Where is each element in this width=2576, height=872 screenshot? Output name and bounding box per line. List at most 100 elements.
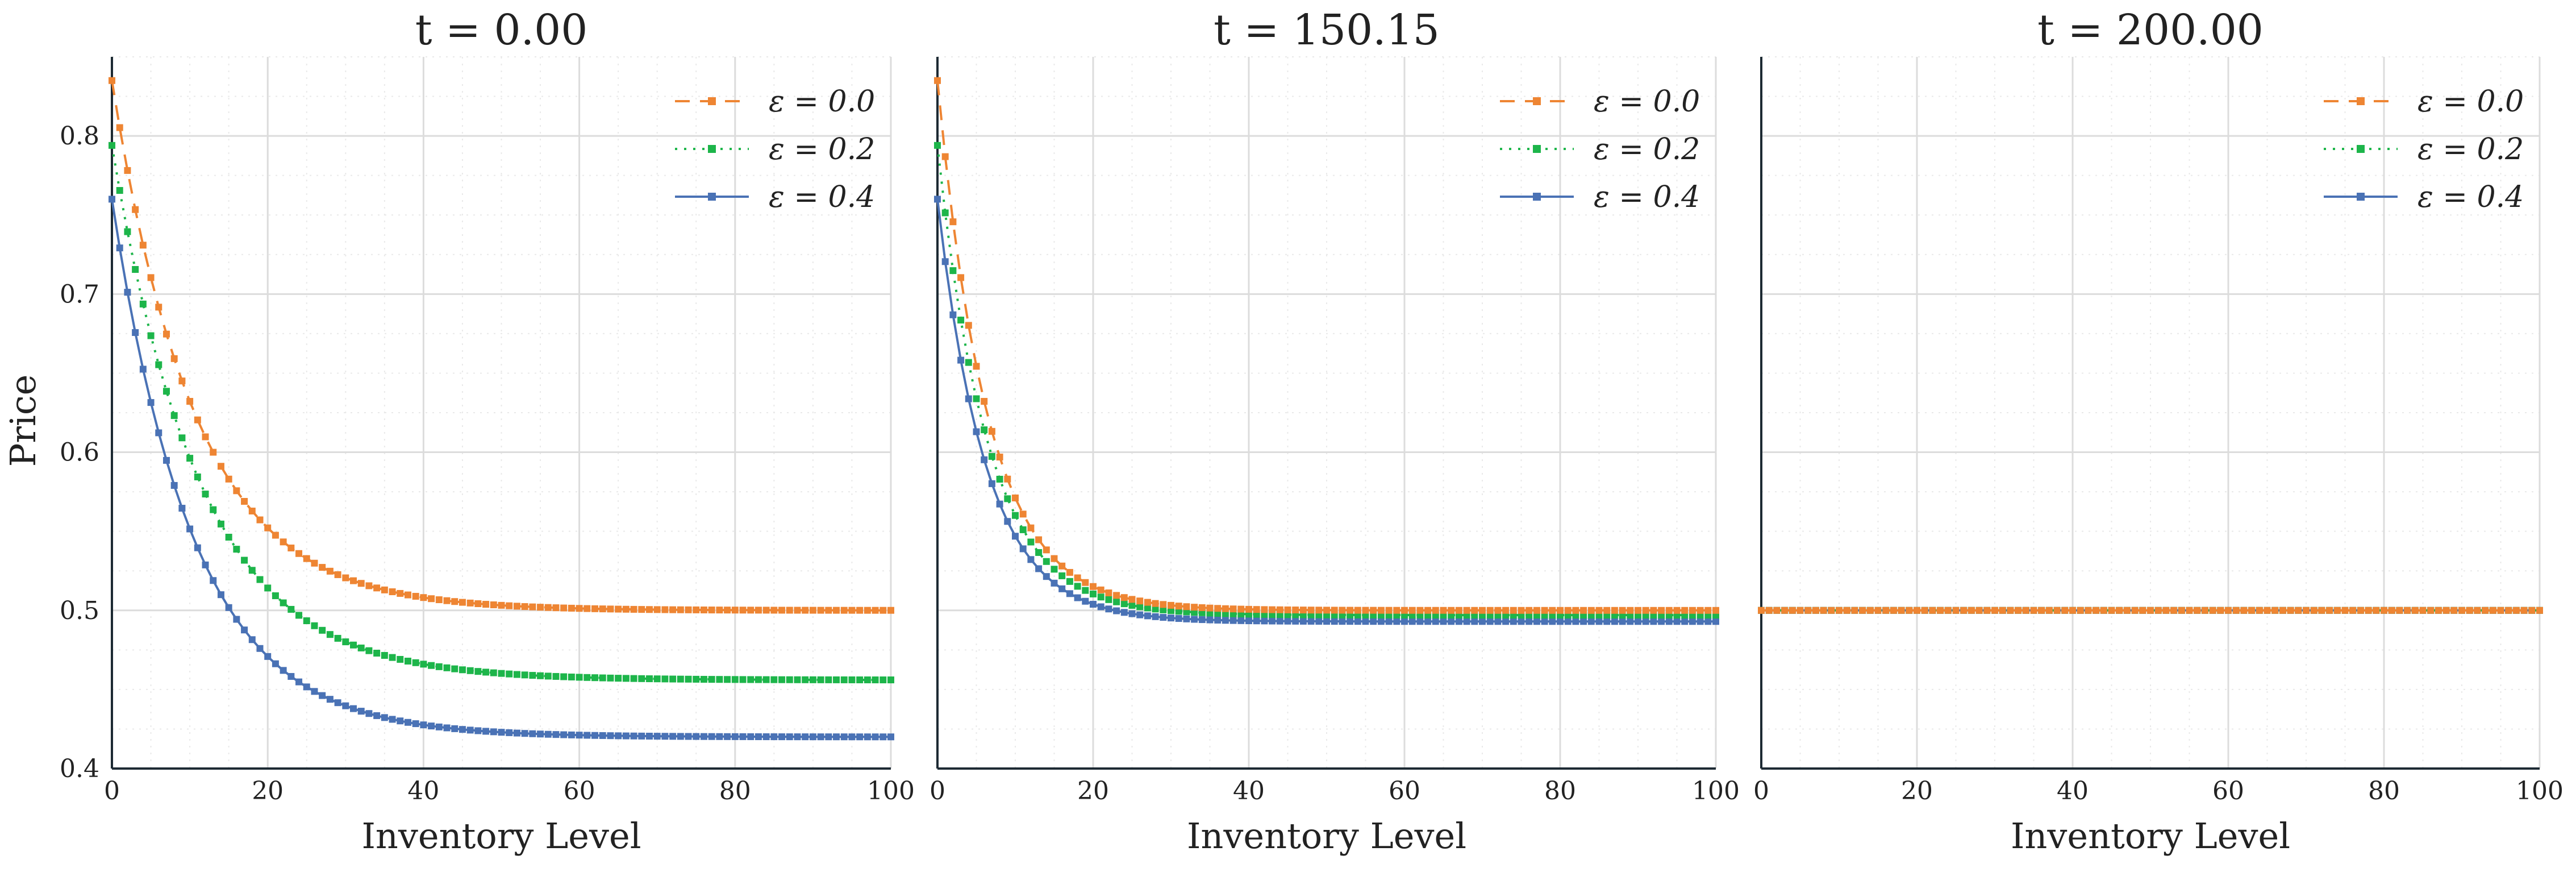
data-point	[170, 412, 178, 420]
data-point	[794, 676, 801, 683]
data-point	[802, 676, 809, 683]
data-point	[1090, 583, 1097, 590]
data-point	[1362, 618, 1369, 625]
series-0-2	[109, 142, 894, 684]
data-point	[1603, 618, 1611, 625]
data-point	[1113, 598, 1120, 605]
data-point	[755, 607, 762, 614]
data-point	[552, 604, 560, 612]
data-point	[194, 416, 201, 423]
data-point	[2466, 607, 2473, 614]
series-line	[936, 145, 1716, 617]
data-point	[2318, 607, 2325, 614]
data-point	[186, 398, 194, 405]
data-point	[1975, 607, 1983, 614]
data-point	[1611, 618, 1618, 625]
data-point	[615, 732, 622, 740]
data-point	[1627, 618, 1634, 625]
data-point	[319, 692, 326, 699]
data-point	[1836, 607, 1843, 614]
data-point	[1152, 600, 1159, 607]
data-point	[1377, 607, 1385, 614]
data-point	[1066, 590, 1073, 597]
legend-label: ε = 0.2	[769, 132, 875, 167]
data-point	[1635, 618, 1641, 625]
data-point	[537, 604, 544, 611]
data-point	[622, 605, 630, 613]
data-point	[1944, 607, 1952, 614]
data-point	[762, 607, 770, 614]
data-point	[482, 601, 490, 608]
data-point	[1712, 607, 1719, 614]
data-point	[1012, 494, 1019, 501]
data-point	[287, 672, 295, 680]
data-point	[1673, 618, 1681, 625]
data-point	[1416, 618, 1424, 625]
data-point	[1689, 607, 1696, 614]
data-point	[490, 601, 497, 608]
data-point	[381, 714, 388, 721]
data-point	[1074, 594, 1081, 601]
data-point	[210, 506, 217, 513]
data-point	[2100, 607, 2107, 614]
data-point	[957, 356, 965, 364]
data-point	[1525, 607, 1533, 614]
data-point	[1937, 607, 1944, 614]
data-point	[864, 607, 871, 614]
data-point	[264, 584, 272, 592]
data-point	[2295, 607, 2302, 614]
data-point	[2225, 607, 2232, 614]
data-point	[2381, 607, 2387, 614]
data-point	[1229, 605, 1237, 613]
x-tick-label: 100	[867, 777, 915, 805]
data-point	[537, 730, 544, 738]
data-point	[443, 597, 451, 604]
data-point	[724, 607, 731, 614]
data-point	[537, 672, 544, 679]
data-point	[2341, 607, 2349, 614]
data-point	[1323, 607, 1330, 614]
data-point	[334, 634, 341, 642]
data-point	[1074, 574, 1081, 582]
data-point	[1307, 617, 1315, 625]
data-point	[280, 599, 287, 607]
data-point	[342, 702, 349, 709]
data-point	[840, 733, 848, 741]
data-point	[1136, 603, 1144, 611]
data-point	[2069, 607, 2076, 614]
data-point	[162, 456, 170, 464]
data-point	[1292, 607, 1299, 614]
data-point	[2396, 607, 2403, 614]
data-point	[957, 317, 965, 324]
data-point	[1097, 593, 1104, 601]
data-point	[1168, 614, 1174, 622]
data-point	[1237, 605, 1245, 613]
data-point	[1665, 607, 1673, 614]
data-point	[1120, 609, 1128, 616]
data-point	[716, 676, 723, 683]
data-point	[591, 674, 599, 682]
data-point	[1401, 618, 1408, 625]
data-point	[272, 660, 279, 667]
legend-marker	[708, 97, 716, 105]
x-tick-label: 60	[564, 777, 595, 805]
data-point	[1479, 618, 1486, 625]
y-axis-label: Price	[2, 375, 44, 467]
data-point	[498, 601, 505, 609]
data-point	[1385, 607, 1393, 614]
data-point	[965, 359, 972, 366]
data-point	[716, 607, 723, 614]
data-point	[1362, 607, 1369, 614]
data-point	[1347, 607, 1354, 614]
data-point	[817, 676, 824, 683]
x-tick-label: 0	[1753, 777, 1769, 805]
data-point	[669, 733, 677, 740]
legend-label: ε = 0.0	[769, 85, 875, 119]
data-point	[1642, 618, 1649, 625]
data-point	[389, 588, 396, 596]
data-point	[435, 663, 443, 670]
data-point	[1284, 606, 1291, 613]
data-point	[770, 607, 778, 614]
data-point	[2077, 607, 2084, 614]
data-point	[521, 603, 528, 611]
